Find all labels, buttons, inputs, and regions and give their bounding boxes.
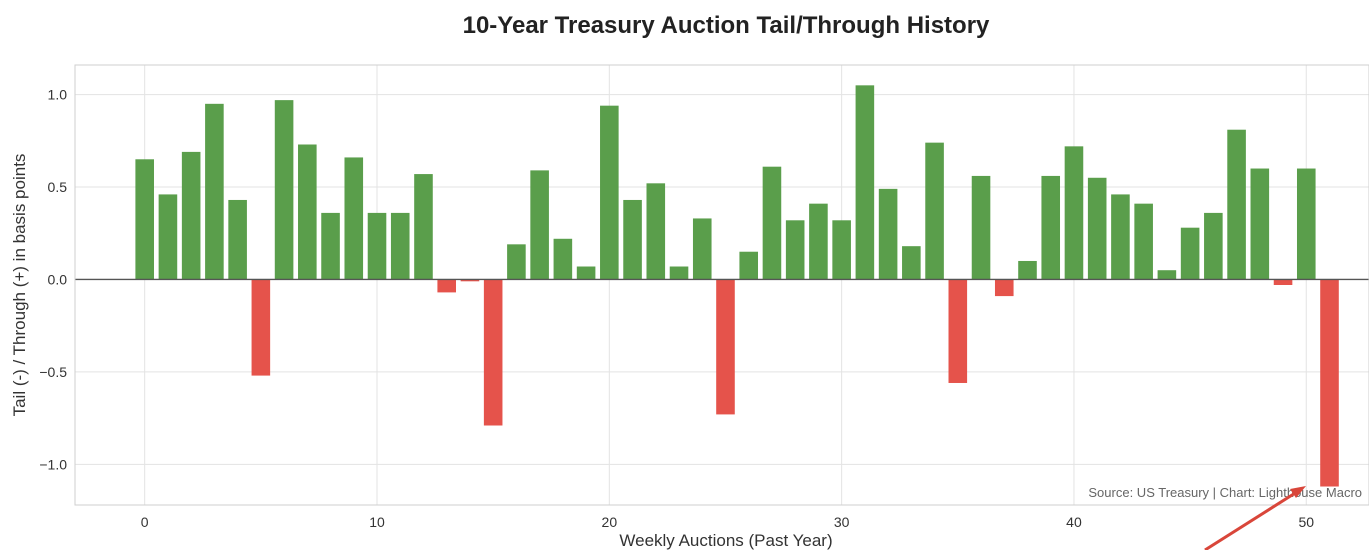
bar	[1296, 168, 1316, 280]
bar	[948, 279, 968, 383]
y-tick-label: 0.0	[48, 271, 68, 287]
y-tick-label: 1.0	[48, 87, 68, 103]
bar	[925, 142, 944, 280]
bar	[785, 220, 805, 280]
bar	[437, 279, 456, 293]
bar	[1180, 227, 1200, 280]
bar	[855, 85, 875, 280]
plot-frame	[74, 64, 1369, 506]
y-tick-label: −0.5	[39, 364, 67, 380]
bar	[1320, 279, 1339, 487]
y-tick-label: −1.0	[39, 456, 67, 472]
bar	[971, 175, 991, 280]
bar	[878, 188, 898, 280]
bar	[344, 157, 364, 280]
bar	[135, 159, 154, 280]
bar	[1064, 146, 1084, 280]
bar	[507, 244, 526, 280]
x-tick-label: 40	[1066, 514, 1082, 530]
source-annotation: Source: US Treasury | Chart: Lighthouse …	[1088, 485, 1362, 500]
y-axis-label: Tail (-) / Through (+) in basis points	[10, 154, 29, 417]
x-tick-label: 20	[602, 514, 618, 530]
bar	[205, 103, 224, 280]
bar	[483, 279, 503, 426]
bar	[274, 100, 294, 280]
bar	[321, 212, 340, 280]
bar	[1250, 168, 1270, 280]
y-tick-label: 0.5	[48, 179, 68, 195]
bar	[251, 279, 271, 376]
bar	[623, 199, 642, 280]
bar	[390, 212, 410, 280]
annotation-arrow	[1204, 488, 1301, 550]
bar	[1204, 212, 1223, 280]
bar	[553, 238, 573, 280]
bar	[832, 220, 851, 280]
bar	[1227, 129, 1246, 280]
x-tick-label: 30	[834, 514, 850, 530]
chart-title: 10-Year Treasury Auction Tail/Through Hi…	[463, 12, 990, 39]
bar	[994, 279, 1014, 297]
bar	[646, 183, 666, 280]
bar	[902, 246, 921, 280]
bar	[298, 144, 317, 280]
bar	[1041, 175, 1061, 280]
x-tick-label: 0	[141, 514, 149, 530]
bar	[181, 151, 201, 280]
bar	[367, 212, 387, 280]
x-tick-label: 50	[1298, 514, 1314, 530]
bar	[692, 218, 712, 280]
bars	[135, 85, 1339, 487]
bar	[1018, 260, 1037, 280]
x-axis-label: Weekly Auctions (Past Year)	[619, 531, 832, 550]
x-tick-label: 10	[369, 514, 385, 530]
bar	[716, 279, 735, 415]
tick-labels: −1.0 −0.5 0.0 0.5 1.0 0 10 20 30 40 50	[39, 87, 1314, 530]
bar	[1157, 270, 1177, 280]
bar	[1087, 177, 1107, 280]
bar	[158, 194, 178, 280]
bar	[530, 170, 549, 280]
bar	[809, 203, 828, 280]
bar	[576, 266, 596, 280]
bar	[669, 266, 689, 280]
bar	[414, 174, 433, 280]
bar	[460, 279, 480, 282]
bar	[1111, 194, 1130, 280]
arrow-head-icon	[1290, 486, 1306, 498]
bar	[600, 105, 619, 280]
bar	[739, 251, 759, 280]
bar	[1273, 279, 1293, 285]
bar	[1134, 203, 1153, 280]
bar	[228, 199, 247, 280]
bar	[762, 166, 782, 280]
